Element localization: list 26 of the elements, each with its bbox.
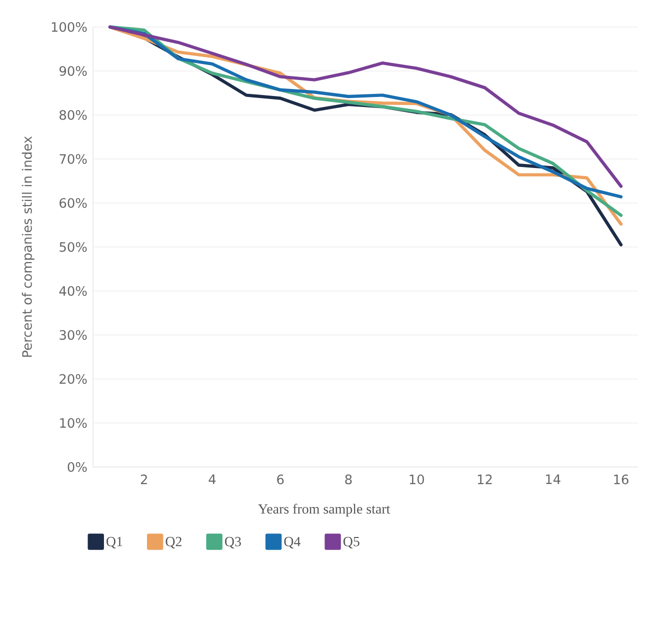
x-tick-label: 12 (478, 474, 492, 484)
y-tick-label: 90% (60, 66, 87, 76)
legend-label: Q5 (343, 536, 360, 548)
legend-label: Q3 (224, 536, 241, 548)
y-tick-label: 100% (52, 22, 87, 32)
y-tick-label: 30% (60, 330, 87, 340)
y-tick-label: 0% (68, 462, 87, 472)
y-tick-label: 10% (60, 418, 87, 428)
y-axis-title: Percent of companies still in index (22, 136, 34, 357)
x-tick-label: 6 (277, 474, 284, 484)
legend-label: Q1 (106, 536, 122, 548)
y-tick-label: 60% (60, 198, 87, 208)
legend-label: Q4 (284, 536, 300, 548)
x-axis-title: Years from sample start (258, 504, 390, 516)
x-tick-label: 2 (140, 474, 147, 484)
y-tick-label: 80% (60, 110, 87, 120)
y-tick-label: 40% (59, 286, 87, 296)
x-tick-label: 16 (614, 474, 628, 484)
y-tick-label: 70% (60, 154, 87, 164)
x-tick-label: 14 (546, 474, 560, 484)
y-tick-label: 50% (60, 242, 87, 252)
legend-label: Q2 (166, 536, 182, 548)
x-tick-label: 10 (410, 474, 424, 484)
x-tick-label: 4 (208, 474, 216, 484)
y-tick-label: 20% (60, 374, 87, 384)
x-tick-label: 8 (345, 474, 352, 484)
